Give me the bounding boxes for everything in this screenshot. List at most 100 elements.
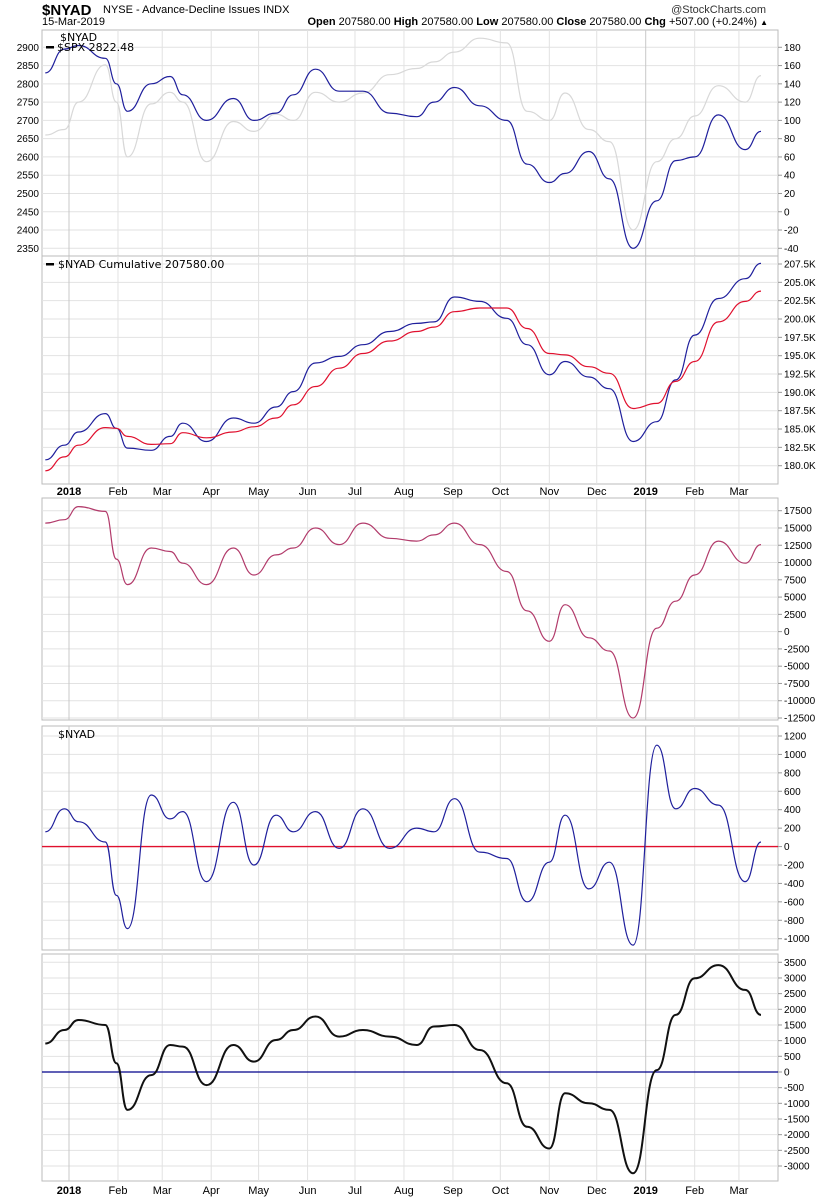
y-tick-label-left: 2350 [17,244,40,255]
y-tick-label-right: 180.0K [784,461,816,472]
series-line--spx [45,37,762,231]
low-label: Low [476,16,499,28]
y-tick-label-right: -200 [784,860,804,871]
x-tick-label: Nov [540,1185,560,1197]
y-tick-label-left: 2650 [17,134,40,145]
y-tick-label-right: 17500 [784,506,812,517]
series-line-p3-0 [45,505,762,719]
y-tick-label-right: 1000 [784,750,807,761]
y-tick-label-right: 80 [784,134,796,145]
panel-3: -12500 -10000 -7500 -5000 -2500 0 2500 5000 7500… [41,497,816,725]
y-tick-label-right: 12500 [784,541,812,552]
y-tick-label-left: 2600 [17,152,40,163]
y-tick-label-right: -600 [784,897,804,908]
x-tick-label: 2019 [633,486,657,498]
y-tick-label-left: 2900 [17,43,40,54]
x-tick-label: Mar [153,1185,172,1197]
y-tick-label-right: 20 [784,189,796,200]
y-tick-label-right: -1500 [784,1114,810,1125]
legend-nyad: $NYAD [60,31,97,44]
x-tick-label: Aug [394,486,414,498]
y-tick-label-right: 120 [784,98,801,109]
panel-4: -1000 -800 -600 -400 -200 0 200 400 600 800 1000 12… [41,725,810,951]
x-tick-label: 2018 [57,486,81,498]
legend-marker [46,263,54,266]
y-tick-label-right: 205.0K [784,278,816,289]
y-tick-label-right: 7500 [784,575,807,586]
chart-symbol: $NYAD [42,2,92,19]
x-tick-label: Mar [729,1185,748,1197]
y-tick-label-left: 2400 [17,226,40,237]
y-tick-label-right: -12500 [784,714,816,725]
y-tick-label-left: 2750 [17,98,40,109]
panel-frame [41,255,779,485]
x-tick-label: Jul [348,486,362,498]
y-tick-label-right: 185.0K [784,425,816,436]
panel-frame [41,953,779,1182]
chart-date: 15-Mar-2019 [42,16,105,28]
panel-frame [41,497,779,721]
x-tick-label: May [248,486,269,498]
y-tick-label-right: 2500 [784,989,807,1000]
y-tick-label-left: 2700 [17,116,40,127]
x-tick-label: Jun [299,1185,317,1197]
series-line-p2-1 [45,290,762,472]
x-tick-label: Oct [492,1185,509,1197]
panel-5: -3000 -2500 -2000 -1500 -1000 -500 0 500 1000 150… [41,953,810,1182]
close-value: 207580.00 [589,16,642,28]
open-label: Open [307,16,336,28]
y-tick-label-left: 2850 [17,61,40,72]
panel-frame [41,725,779,951]
y-tick-label-right: 40 [784,171,796,182]
x-tick-label: Feb [685,1185,704,1197]
y-tick-label-right: 800 [784,768,801,779]
legend-cumulative: $NYAD Cumulative 207580.00 [58,258,224,271]
x-tick-label: Mar [729,486,748,498]
y-tick-label-right: -7500 [784,679,810,690]
y-tick-label-right: 0 [784,627,790,638]
y-tick-label-right: 600 [784,787,801,798]
x-tick-label: Oct [492,486,509,498]
y-tick-label-right: -2500 [784,1146,810,1157]
high-value: 207580.00 [421,16,474,28]
x-tick-label: Apr [203,486,220,498]
change-value: +507.00 (+0.24%) [668,16,758,28]
y-tick-label-right: -20 [784,226,799,237]
x-tick-label: Aug [394,1185,414,1197]
y-tick-label-right: 2500 [784,610,807,621]
x-tick-label: Feb [108,486,127,498]
x-tick-label: Feb [685,486,704,498]
y-tick-label-right: 3000 [784,973,807,984]
y-tick-label-right: 187.5K [784,406,816,417]
y-tick-label-right: -800 [784,916,804,927]
series-line--nyad-cumulative [45,262,762,461]
x-tick-label: Nov [540,486,560,498]
y-tick-label-left: 2800 [17,79,40,90]
y-tick-label-right: 15000 [784,523,812,534]
panel-1: -40 -20 0 20 40 60 80 100 120 140 160 180 2350 2400 24… [17,29,801,257]
y-tick-label-right: 3500 [784,958,807,969]
y-tick-label-right: -2000 [784,1130,810,1141]
x-tick-label: Apr [203,1185,220,1197]
triangle-up-icon: ▲ [760,18,768,27]
y-tick-label-right: -40 [784,244,799,255]
y-tick-label-right: 0 [784,1067,790,1078]
y-tick-label-right: -10000 [784,696,816,707]
x-tick-label: Dec [587,1185,607,1197]
y-tick-label-left: 2500 [17,189,40,200]
y-tick-label-right: 100 [784,116,801,127]
y-tick-label-right: 1200 [784,732,807,743]
x-tick-label: 2018 [57,1185,81,1197]
y-tick-label-right: 1500 [784,1020,807,1031]
y-tick-label-right: 10000 [784,558,812,569]
stockcharts-logo[interactable]: @StockCharts.com [671,4,766,16]
y-tick-label-right: 200 [784,824,801,835]
y-tick-label-right: 202.5K [784,296,816,307]
y-tick-label-right: -1000 [784,1099,810,1110]
y-tick-label-right: 0 [784,207,790,218]
y-tick-label-left: 2450 [17,207,40,218]
chart-description: NYSE - Advance-Decline Issues INDX [103,4,290,16]
x-tick-label: Sep [443,1185,463,1197]
legend-marker [46,46,54,49]
